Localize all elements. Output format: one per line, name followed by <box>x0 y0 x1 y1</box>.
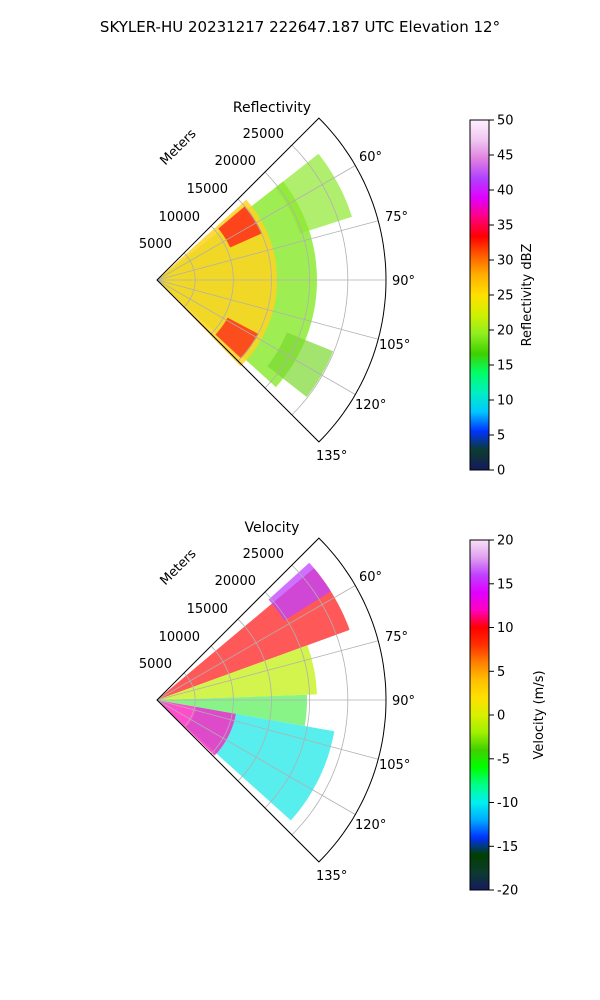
colorbar-tick-label: 5 <box>497 429 505 444</box>
colorbar-tick-label: 20 <box>497 324 514 339</box>
velocity-colorbar-label: Velocity (m/s) <box>532 670 547 759</box>
reflectivity-echo-core-upper <box>218 206 263 248</box>
reflectivity-echo-core-lower <box>215 317 259 359</box>
velocity-angle-tick-120: 120° <box>355 818 386 833</box>
velocity-radial-tick-10000: 10000 <box>159 630 200 645</box>
reflectivity-angle-tick-135: 135° <box>316 449 347 464</box>
grid-spoke-60 <box>156 165 356 281</box>
colorbar-tick-label: 10 <box>497 394 514 409</box>
velocity-field-near-zero <box>157 694 307 726</box>
colorbar-tick-label: 30 <box>497 254 514 269</box>
reflectivity-radial-tick-25000: 25000 <box>243 127 284 142</box>
reflectivity-sector-frame <box>156 117 387 443</box>
reflectivity-colorbar-ramp <box>469 119 490 471</box>
velocity-colorbar: -20 -15 -10 -5 0 5 10 15 20 Velocity (m/s) <box>469 534 547 899</box>
reflectivity-colorbar-label: Reflectivity dBZ <box>520 244 535 347</box>
velocity-colorbar-ticks: -20 -15 -10 -5 0 5 10 15 20 <box>489 534 518 899</box>
velocity-colorbar-ramp <box>469 539 490 891</box>
reflectivity-radial-tick-15000: 15000 <box>187 182 228 197</box>
reflectivity-radial-tick-20000: 20000 <box>215 154 256 169</box>
reflectivity-panel: Reflectivity Meters 5000 10000 15000 200… <box>139 100 535 479</box>
reflectivity-echo-outer-lower <box>267 332 334 397</box>
colorbar-tick-label: -20 <box>497 884 518 899</box>
velocity-angle-tick-60: 60° <box>359 570 382 585</box>
grid-spoke-105 <box>156 279 379 340</box>
velocity-radial-tick-20000: 20000 <box>215 574 256 589</box>
colorbar-tick-label: 35 <box>497 219 514 234</box>
reflectivity-colorbar: 0 5 10 15 20 25 30 35 40 45 50 Reflectivity dBZ <box>469 114 535 479</box>
velocity-radial-tick-25000: 25000 <box>243 547 284 562</box>
reflectivity-radial-tick-5000: 5000 <box>139 237 172 252</box>
velocity-radial-label: Meters <box>158 546 200 588</box>
grid-spoke-105 <box>156 699 379 760</box>
reflectivity-colorbar-ticks: 0 5 10 15 20 25 30 35 40 45 50 <box>489 114 514 479</box>
velocity-radial-tick-15000: 15000 <box>187 602 228 617</box>
velocity-angle-tick-75: 75° <box>385 630 408 645</box>
velocity-sector-frame <box>156 537 387 863</box>
velocity-field-aliased <box>268 562 331 621</box>
colorbar-tick-label: 40 <box>497 184 514 199</box>
colorbar-tick-label: 25 <box>497 289 514 304</box>
grid-spoke-120 <box>156 279 356 395</box>
colorbar-tick-label: -10 <box>497 796 518 811</box>
reflectivity-angle-tick-120: 120° <box>355 398 386 413</box>
reflectivity-angle-tick-75: 75° <box>385 210 408 225</box>
velocity-angle-tick-90: 90° <box>392 694 415 709</box>
reflectivity-radial-label: Meters <box>158 126 200 168</box>
figure-title: SKYLER-HU 20231217 222647.187 UTC Elevat… <box>100 18 500 36</box>
colorbar-tick-label: 20 <box>497 534 514 549</box>
reflectivity-title: Reflectivity <box>233 100 311 116</box>
grid-spoke-75 <box>156 640 379 701</box>
velocity-field <box>157 562 350 821</box>
grid-spoke-60 <box>156 585 356 701</box>
colorbar-tick-label: 45 <box>497 149 514 164</box>
reflectivity-angle-tick-105: 105° <box>379 338 410 353</box>
grid-spoke-120 <box>156 699 356 815</box>
velocity-panel: Velocity Meters 5000 10000 15000 20000 2… <box>139 520 547 899</box>
colorbar-tick-label: 10 <box>497 621 514 636</box>
velocity-angle-tick-135: 135° <box>316 869 347 884</box>
colorbar-tick-label: 5 <box>497 665 505 680</box>
colorbar-tick-label: 0 <box>497 709 505 724</box>
reflectivity-angle-tick-60: 60° <box>359 150 382 165</box>
velocity-title: Velocity <box>245 520 300 536</box>
reflectivity-angle-tick-90: 90° <box>392 274 415 289</box>
colorbar-tick-label: 0 <box>497 464 505 479</box>
velocity-field-transition <box>157 645 317 700</box>
grid-spoke-75 <box>156 220 379 281</box>
velocity-angle-tick-105: 105° <box>379 758 410 773</box>
colorbar-tick-label: 15 <box>497 577 514 592</box>
colorbar-tick-label: 15 <box>497 359 514 374</box>
colorbar-tick-label: -5 <box>497 752 510 767</box>
colorbar-tick-label: -15 <box>497 840 518 855</box>
velocity-field-strong-outbound <box>157 700 236 756</box>
reflectivity-echo-inner <box>157 199 277 367</box>
velocity-radial-tick-5000: 5000 <box>139 657 172 672</box>
reflectivity-radial-tick-10000: 10000 <box>159 210 200 225</box>
colorbar-tick-label: 50 <box>497 114 514 129</box>
